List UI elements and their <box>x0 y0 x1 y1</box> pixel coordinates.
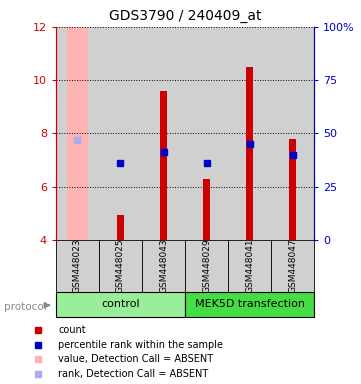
Bar <box>99 27 142 240</box>
Text: GSM448029: GSM448029 <box>202 238 211 293</box>
Bar <box>56 240 99 292</box>
Bar <box>271 240 314 292</box>
Text: GSM448047: GSM448047 <box>288 238 297 293</box>
Text: count: count <box>58 326 86 336</box>
Text: percentile rank within the sample: percentile rank within the sample <box>58 340 223 350</box>
Bar <box>67 27 88 240</box>
Text: control: control <box>101 299 140 310</box>
Text: value, Detection Call = ABSENT: value, Detection Call = ABSENT <box>58 354 213 364</box>
Bar <box>142 27 185 240</box>
Bar <box>117 215 124 240</box>
Title: GDS3790 / 240409_at: GDS3790 / 240409_at <box>109 9 261 23</box>
Bar <box>271 27 314 240</box>
Bar <box>56 292 185 317</box>
Bar <box>246 67 253 240</box>
Text: GSM448025: GSM448025 <box>116 238 125 293</box>
Bar <box>185 240 228 292</box>
Text: GSM448023: GSM448023 <box>73 238 82 293</box>
Bar <box>185 27 228 240</box>
Bar <box>160 91 168 240</box>
Bar <box>203 179 210 240</box>
Text: rank, Detection Call = ABSENT: rank, Detection Call = ABSENT <box>58 369 209 379</box>
Text: GSM448041: GSM448041 <box>245 238 254 293</box>
Bar <box>289 139 296 240</box>
Text: MEK5D transfection: MEK5D transfection <box>195 299 305 310</box>
Bar <box>228 240 271 292</box>
Text: GSM448043: GSM448043 <box>159 238 168 293</box>
Text: protocol: protocol <box>4 302 46 312</box>
Bar <box>56 27 99 240</box>
Bar <box>142 240 185 292</box>
Bar <box>99 240 142 292</box>
Bar <box>185 292 314 317</box>
Bar <box>228 27 271 240</box>
